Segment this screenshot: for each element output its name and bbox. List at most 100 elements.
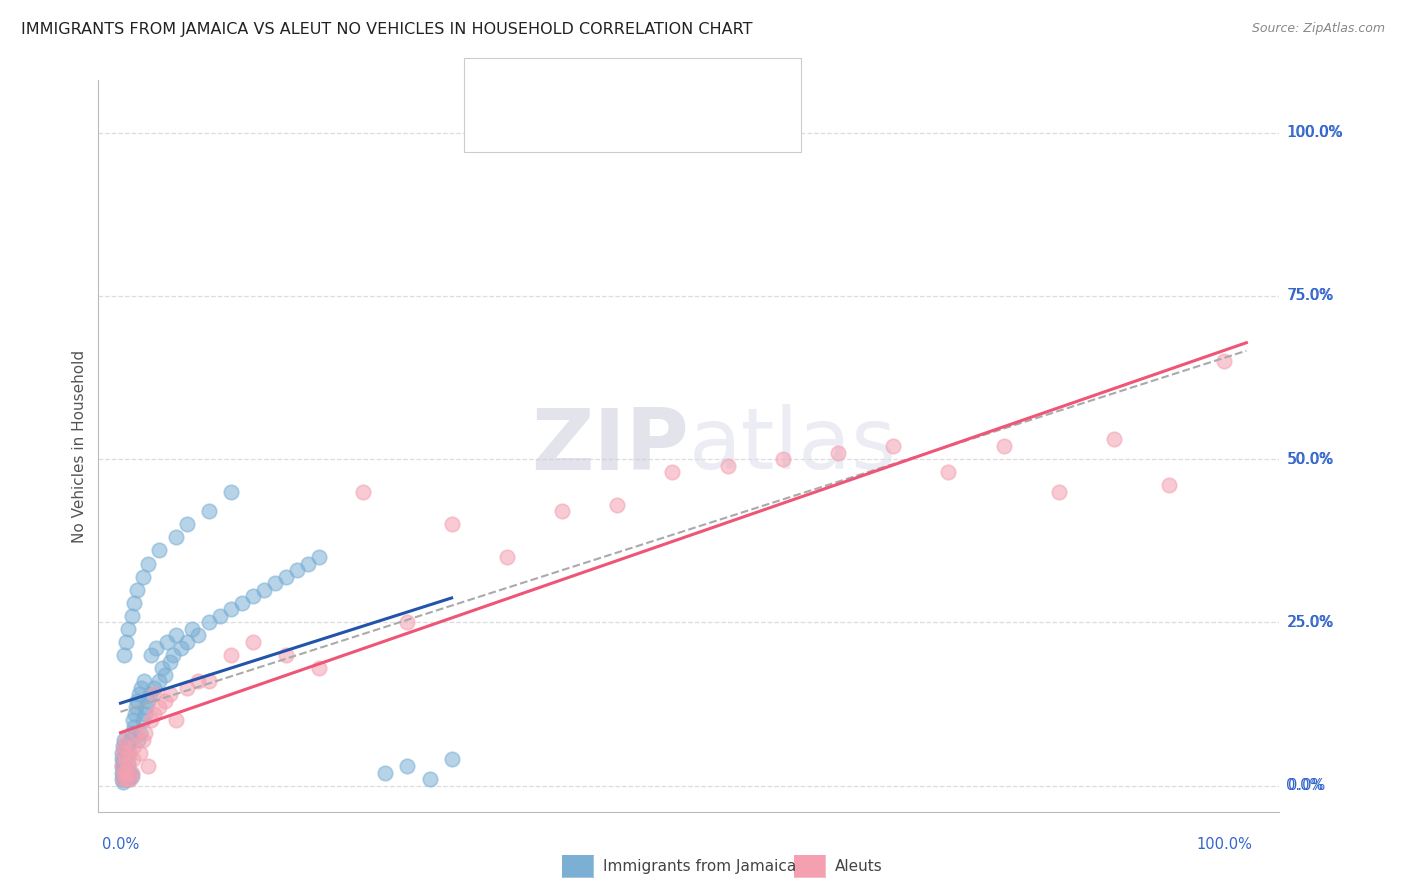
Point (135, 700, 157, 714)
Point (118, 746, 141, 760)
Point (122, 596, 145, 610)
Point (162, 648, 184, 662)
Point (253, 582, 276, 597)
Point (156, 635, 179, 649)
Point (112, 752, 135, 766)
Y-axis label: No Vehicles in Household: No Vehicles in Household (72, 350, 87, 542)
Point (125, 582, 148, 597)
Point (551, 504, 574, 518)
Text: 0.0%: 0.0% (1288, 778, 1324, 793)
Point (419, 772, 441, 786)
Point (134, 706, 156, 721)
Point (117, 756, 139, 770)
Point (111, 772, 134, 786)
Point (112, 739, 135, 754)
Point (110, 765, 132, 780)
Point (148, 700, 170, 714)
Point (121, 726, 143, 740)
Point (176, 517, 198, 532)
Point (115, 772, 138, 786)
Point (374, 765, 396, 780)
Point (121, 608, 143, 623)
Text: ZIP: ZIP (531, 404, 689, 488)
Point (117, 622, 139, 636)
Point (219, 484, 242, 499)
Point (165, 628, 187, 642)
Point (121, 714, 143, 728)
Point (131, 714, 153, 728)
Point (118, 746, 141, 760)
Point (134, 726, 156, 740)
Point (114, 769, 136, 783)
Point (114, 742, 136, 756)
Text: Aleuts: Aleuts (835, 859, 883, 873)
Point (122, 739, 145, 754)
Point (606, 498, 628, 512)
Point (127, 732, 149, 747)
Point (129, 726, 152, 740)
Point (176, 681, 198, 695)
Point (142, 706, 165, 721)
Point (1157, 478, 1180, 492)
Point (187, 674, 209, 689)
Point (114, 759, 136, 773)
Point (125, 726, 148, 740)
Point (993, 439, 1015, 453)
Point (114, 752, 136, 766)
Point (136, 759, 159, 773)
Point (242, 589, 264, 603)
Point (115, 762, 138, 776)
Point (308, 661, 330, 675)
Point (112, 765, 135, 780)
Point (110, 759, 132, 773)
Point (125, 694, 148, 708)
Point (882, 439, 904, 453)
Text: 50.0%: 50.0% (1288, 451, 1334, 467)
Point (152, 661, 174, 675)
Point (111, 775, 134, 789)
Point (274, 569, 297, 583)
Point (352, 484, 374, 499)
Point (121, 769, 143, 783)
Point (141, 648, 163, 662)
Point (181, 622, 204, 636)
Point (219, 648, 242, 662)
Point (117, 759, 139, 773)
Point (187, 628, 209, 642)
Point (198, 504, 221, 518)
Point (110, 746, 132, 760)
Point (153, 694, 176, 708)
Point (136, 694, 159, 708)
Point (264, 576, 287, 591)
Text: 100.0%: 100.0% (1286, 125, 1343, 140)
Point (159, 687, 181, 701)
Point (111, 739, 134, 754)
Point (208, 608, 231, 623)
Point (285, 563, 308, 577)
Point (716, 458, 738, 473)
Point (112, 772, 135, 786)
Point (145, 641, 167, 656)
Point (115, 732, 138, 747)
Point (153, 667, 176, 681)
Point (110, 772, 132, 786)
Point (128, 687, 150, 701)
Point (111, 756, 134, 770)
Point (1213, 354, 1236, 368)
Point (148, 543, 170, 558)
Point (198, 615, 221, 630)
Point (142, 687, 165, 701)
Point (198, 674, 221, 689)
Point (165, 714, 187, 728)
Point (115, 739, 138, 754)
Point (121, 752, 143, 766)
Point (219, 602, 242, 616)
Point (125, 700, 148, 714)
Text: 25.0%: 25.0% (1286, 615, 1333, 630)
Text: IMMIGRANTS FROM JAMAICA VS ALEUT NO VEHICLES IN HOUSEHOLD CORRELATION CHART: IMMIGRANTS FROM JAMAICA VS ALEUT NO VEHI… (21, 22, 752, 37)
Point (274, 648, 297, 662)
Text: 75.0%: 75.0% (1286, 288, 1333, 303)
Point (136, 557, 159, 571)
Point (1102, 433, 1125, 447)
Text: Source: ZipAtlas.com: Source: ZipAtlas.com (1251, 22, 1385, 36)
